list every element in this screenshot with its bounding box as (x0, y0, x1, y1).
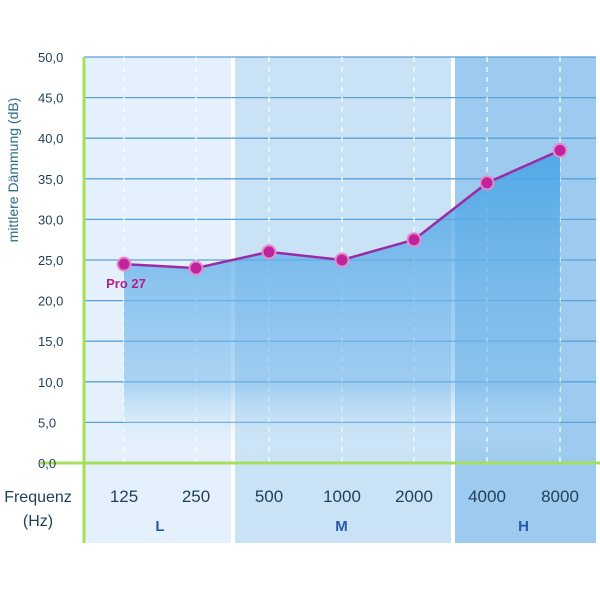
y-tick-label: 35,0 (38, 172, 63, 187)
data-point-8000 (552, 142, 568, 158)
y-tick-label: 0,0 (38, 456, 56, 471)
x-tick-label-4000: 4000 (468, 487, 506, 506)
x-tick-label-2000: 2000 (395, 487, 433, 506)
x-tick-label-250: 250 (182, 487, 210, 506)
band-label-h: H (518, 518, 529, 535)
data-point-2000 (406, 232, 422, 248)
x-tick-label-1000: 1000 (323, 487, 361, 506)
y-tick-label: 45,0 (38, 91, 63, 106)
data-point-500 (261, 244, 277, 260)
y-tick-label: 5,0 (38, 415, 56, 430)
series-markers (116, 142, 568, 276)
y-tick-label: 20,0 (38, 294, 63, 309)
series-label: Pro 27 (106, 276, 146, 291)
series-area (124, 150, 560, 463)
band-label-m: M (335, 518, 348, 535)
data-point-125 (116, 256, 132, 272)
area-fill (124, 150, 560, 463)
y-tick-label: 40,0 (38, 131, 63, 146)
y-tick-label: 25,0 (38, 253, 63, 268)
data-point-4000 (479, 175, 495, 191)
y-tick-label: 15,0 (38, 334, 63, 349)
x-tick-label-8000: 8000 (541, 487, 579, 506)
x-tick-label-125: 125 (110, 487, 138, 506)
y-tick-label: 30,0 (38, 212, 63, 227)
band-label-l: L (155, 518, 164, 535)
data-point-250 (188, 260, 204, 276)
x-tick-label-500: 500 (255, 487, 283, 506)
axes (40, 57, 600, 543)
chart-text: 0,0 5,0 10,0 15,0 20,0 25,0 30,0 35,0 40,0 45,0 50… (4, 50, 579, 535)
x-axis-label-line: (Hz) (23, 513, 53, 530)
data-point-1000 (334, 252, 350, 268)
y-tick-label: 50,0 (38, 50, 63, 65)
y-axis-label: mittlere Dämmung (dB) (5, 98, 21, 243)
y-tick-label: 10,0 (38, 375, 63, 390)
x-axis-label-line: Frequenz (4, 489, 72, 506)
